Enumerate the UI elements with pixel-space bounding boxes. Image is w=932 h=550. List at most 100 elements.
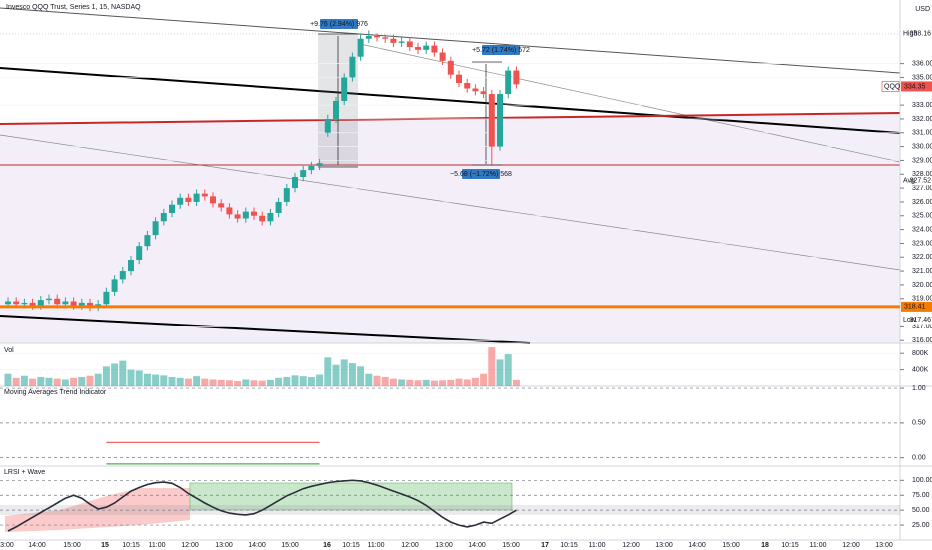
- pane-title: Vol: [4, 347, 14, 354]
- x-tick-label: 13:00: [0, 542, 14, 549]
- candle-body: [5, 301, 11, 305]
- volume-bar: [119, 360, 127, 386]
- x-tick-label: 14:00: [28, 542, 46, 549]
- price-tag: [901, 301, 932, 312]
- x-tick-label: 14:00: [248, 542, 266, 549]
- measure-label: +9.76 (2.94%) 976: [310, 21, 368, 28]
- trendline: [0, 7, 901, 74]
- volume-bar: [152, 374, 160, 386]
- x-tick-label: 12:00: [401, 542, 419, 549]
- candle-body: [456, 74, 462, 83]
- candle-body: [513, 70, 520, 85]
- candle-body: [62, 301, 69, 305]
- candle-body: [497, 94, 503, 147]
- trendline: [0, 112, 901, 125]
- volume-bar: [463, 379, 471, 386]
- candle-body: [13, 301, 20, 305]
- x-tick-label: 11:00: [149, 542, 166, 549]
- x-tick-label: 13:00: [655, 542, 673, 549]
- volume-bar: [373, 375, 381, 386]
- candle-body: [169, 204, 175, 213]
- candle-body: [382, 37, 389, 39]
- candle-body: [505, 70, 512, 95]
- y-tick-label: 336.00: [912, 60, 932, 67]
- candle-body: [390, 38, 397, 43]
- volume-bar: [316, 374, 324, 386]
- candle-body: [365, 35, 372, 39]
- measure-label: +5.72 (1.74%) 572: [472, 47, 530, 54]
- x-tick-label: 14:00: [688, 542, 706, 549]
- volume-bar: [127, 369, 135, 386]
- measure-label-bg: [462, 169, 500, 179]
- candle-body: [78, 302, 85, 306]
- stat-value: 338.16: [910, 31, 932, 38]
- candle-body: [201, 193, 208, 197]
- candle-body: [275, 201, 282, 213]
- currency: USD: [915, 6, 930, 13]
- y-tick-label: 316.00: [912, 337, 932, 344]
- y-tick-label: 1.00: [912, 385, 926, 392]
- y-tick-label: 325.00: [912, 213, 932, 220]
- volume-bar: [488, 347, 496, 386]
- volume-bar: [4, 373, 12, 386]
- volume-bar: [250, 380, 258, 386]
- shaded-zone: [0, 113, 900, 343]
- x-tick-label: 13:00: [875, 542, 893, 549]
- candle-body: [177, 197, 184, 205]
- y-tick-label: 330.00: [912, 143, 932, 150]
- volume-bar: [291, 375, 299, 386]
- volume-bar: [94, 373, 102, 386]
- volume-bar: [414, 380, 422, 386]
- candle-body: [423, 45, 430, 50]
- stat-name: High: [903, 31, 918, 38]
- measure-label-bg: [320, 19, 358, 29]
- y-tick-label: 400K: [912, 366, 929, 373]
- y-tick-label: 326.00: [912, 199, 932, 206]
- volume-bar: [275, 377, 283, 386]
- candle-body: [160, 212, 167, 222]
- candle-body: [21, 302, 28, 305]
- y-tick-label: 75.00: [912, 492, 930, 499]
- candle-body: [111, 279, 118, 292]
- volume-bar: [471, 377, 479, 386]
- x-tick-label: 11:00: [589, 542, 606, 549]
- indicator-line: [7, 479, 517, 532]
- volume-bar: [102, 366, 110, 386]
- candle-body: [292, 177, 298, 189]
- volume-bar: [307, 376, 315, 386]
- candle-body: [193, 193, 200, 202]
- x-tick-label: 12:00: [181, 542, 199, 549]
- symbol-tag: [881, 81, 900, 92]
- stat-bg: [901, 29, 932, 39]
- x-tick-label: 14:00: [468, 542, 486, 549]
- x-tick-label: 13:00: [215, 542, 233, 549]
- y-tick-label: 322.00: [912, 254, 932, 261]
- volume-bar: [209, 379, 217, 386]
- candle-body: [374, 35, 380, 38]
- volume-bar: [160, 375, 168, 386]
- y-tick-label: 324.00: [912, 226, 932, 233]
- candle-body: [70, 301, 77, 306]
- x-tick-label: 12:00: [622, 542, 640, 549]
- volume-bar: [283, 376, 291, 386]
- candle-body: [210, 196, 216, 204]
- stat-bg: [901, 315, 932, 325]
- volume-bar: [12, 377, 20, 386]
- measure-label-bg: [482, 45, 520, 55]
- trendline: [0, 134, 901, 271]
- candle-body: [103, 291, 110, 305]
- candle-body: [152, 221, 159, 236]
- y-tick-label: 320.00: [912, 282, 932, 289]
- x-tick-label: 18: [761, 542, 769, 549]
- stat-bg: [901, 176, 932, 186]
- y-tick-label: 331.00: [912, 130, 932, 137]
- y-tick-label: 800K: [912, 350, 929, 357]
- candle-body: [480, 91, 487, 95]
- candle-body: [29, 302, 36, 306]
- candle-body: [308, 165, 315, 171]
- price-tag: [901, 81, 932, 92]
- candle-body: [119, 271, 126, 280]
- candle-body: [488, 94, 495, 147]
- y-tick-label: 50.00: [912, 507, 930, 514]
- candle-body: [464, 82, 471, 89]
